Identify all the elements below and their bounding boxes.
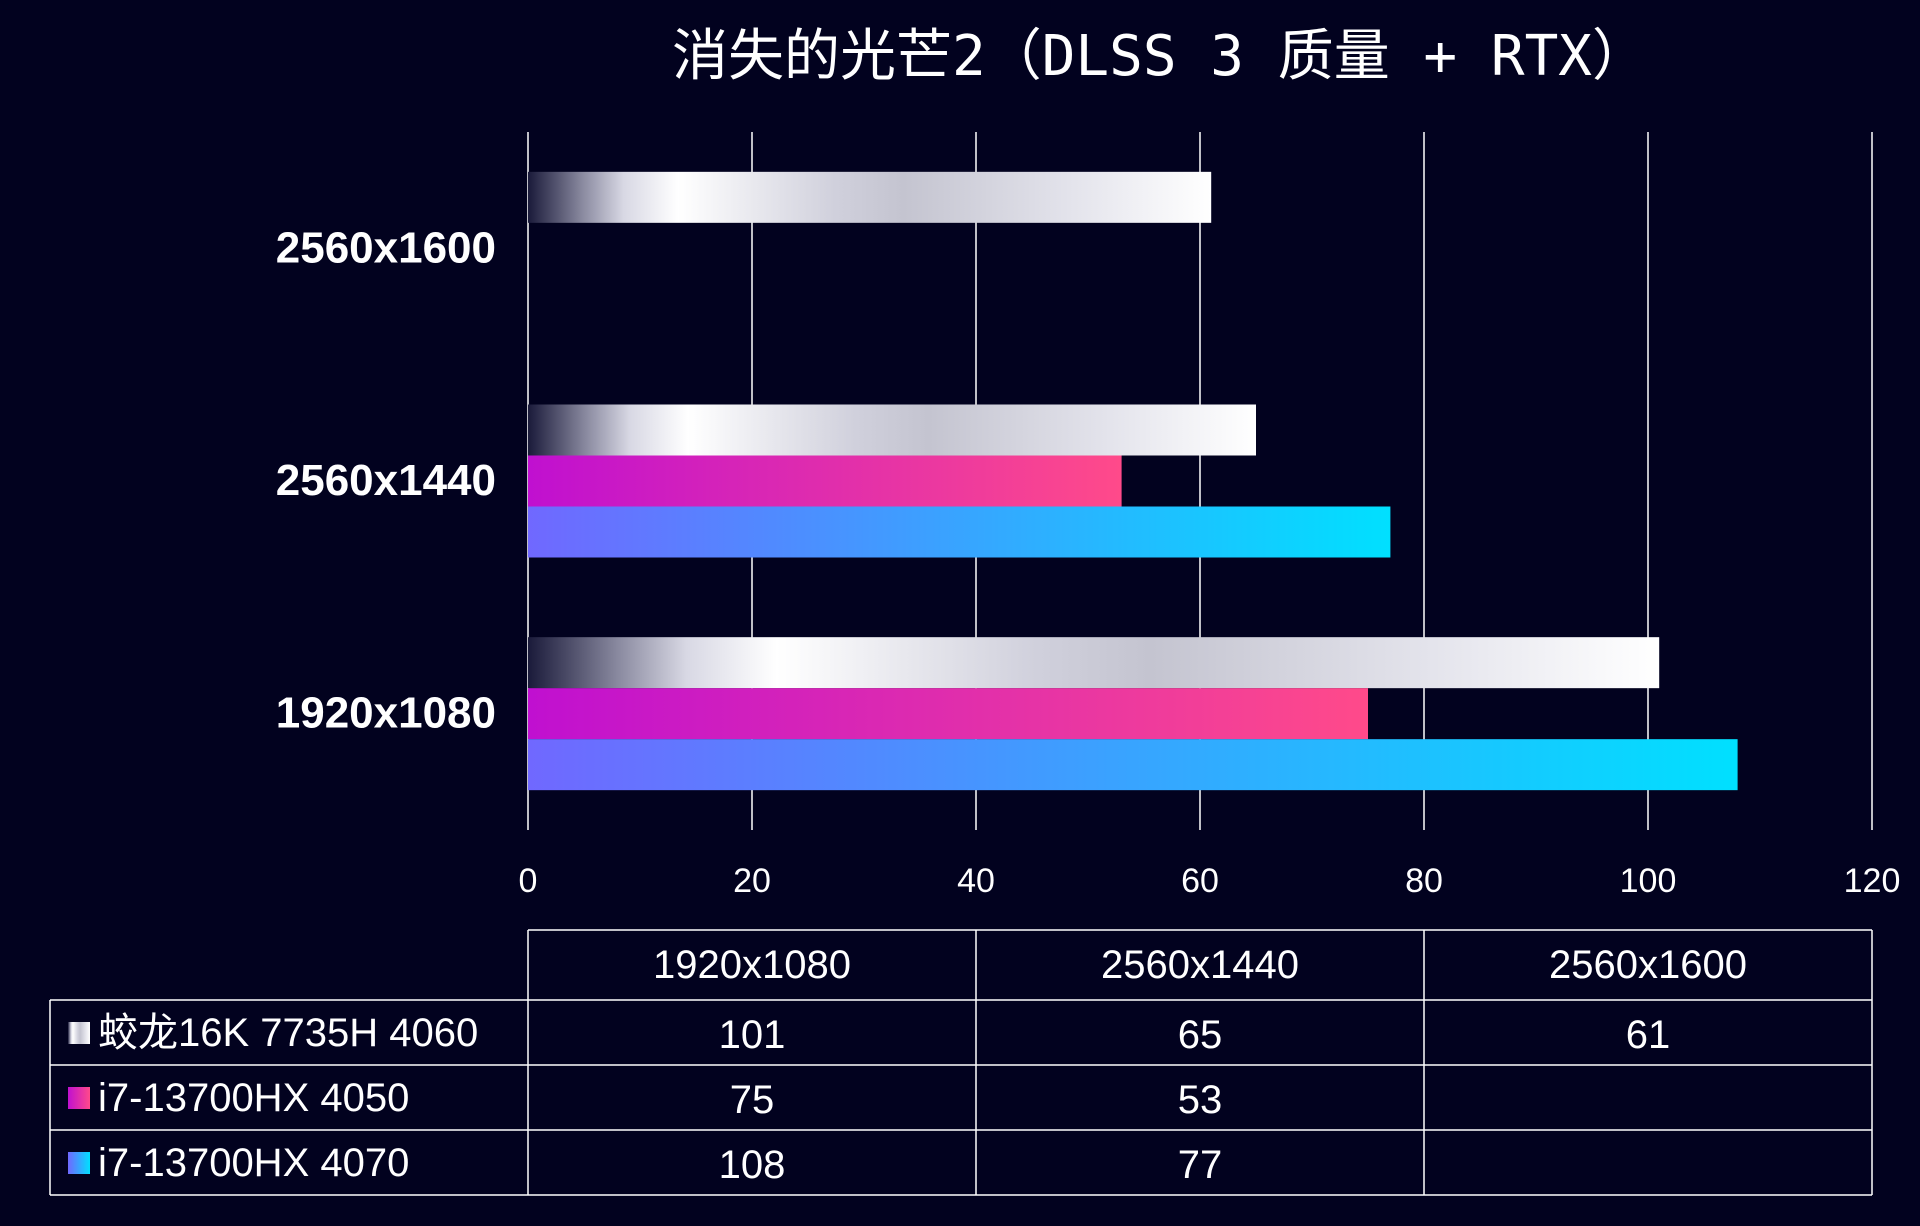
legend-label: i7-13700HX 4070 [98, 1141, 409, 1185]
bar [528, 688, 1368, 740]
legend-swatch [68, 1022, 90, 1044]
legend-swatch [68, 1152, 90, 1174]
x-tick-label: 60 [1181, 862, 1219, 900]
table-value: 108 [719, 1143, 786, 1187]
x-tick-label: 0 [519, 862, 538, 900]
x-tick-label: 20 [733, 862, 771, 900]
table-header: 1920x1080 [653, 943, 851, 987]
category-label: 2560x1600 [276, 223, 496, 272]
bar [528, 171, 1212, 223]
bars [528, 171, 1738, 791]
table-value: 77 [1178, 1143, 1223, 1187]
table-header: 2560x1600 [1549, 943, 1747, 987]
x-tick-label: 100 [1620, 862, 1677, 900]
x-tick-label: 40 [957, 862, 995, 900]
bar [528, 506, 1391, 558]
bar [528, 455, 1122, 507]
bar [528, 404, 1256, 456]
bar [528, 739, 1738, 791]
legend-label: i7-13700HX 4050 [98, 1076, 409, 1120]
chart-title: 消失的光芒2（DLSS 3 质量 + RTX） [672, 24, 1648, 89]
table-value: 101 [719, 1013, 786, 1057]
axis: 0 20 40 60 80 100 120 1920x1080 2560x1440 2560x16… [276, 223, 1901, 900]
table-value: 61 [1626, 1013, 1671, 1057]
category-label: 2560x1440 [276, 456, 496, 505]
table-value: 65 [1178, 1013, 1223, 1057]
table-value: 75 [730, 1078, 775, 1122]
x-tick-label: 120 [1844, 862, 1901, 900]
table-value: 53 [1178, 1078, 1223, 1122]
legend-swatch [68, 1087, 90, 1109]
legend-label: 蛟龙16K 7735H 4060 [98, 1011, 478, 1055]
x-tick-label: 80 [1405, 862, 1443, 900]
bar [528, 637, 1660, 689]
data-table: 1920x1080 2560x1440 2560x1600 蛟龙16K 7735H 4… [49, 929, 1873, 1196]
category-label: 1920x1080 [276, 689, 496, 738]
table-header: 2560x1440 [1101, 943, 1299, 987]
